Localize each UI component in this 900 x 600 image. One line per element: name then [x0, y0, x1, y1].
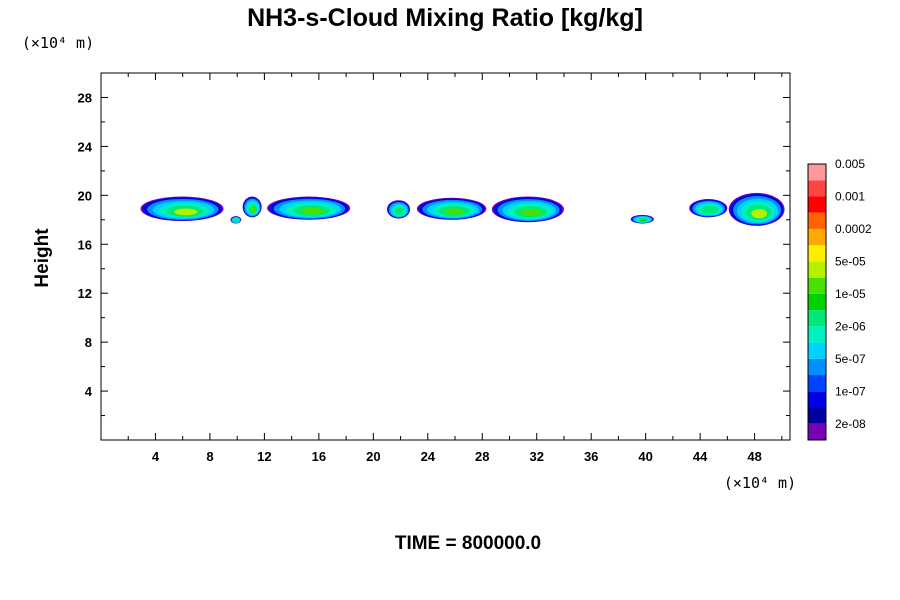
cloud-contour: [174, 208, 198, 216]
y-unit-label: (×10⁴ m): [22, 34, 94, 52]
y-tick-label: 4: [85, 384, 93, 399]
cloud-contour: [300, 207, 325, 215]
cloud-patch: [728, 192, 785, 226]
colorbar-label: 2e-08: [835, 417, 866, 431]
x-tick-label: 48: [747, 449, 761, 464]
colorbar-frame: [807, 163, 827, 441]
x-tick-label: 40: [638, 449, 652, 464]
cloud-patch: [689, 199, 728, 218]
plot-frame: [100, 72, 791, 441]
colorbar-swatch: [808, 180, 826, 197]
colorbar-label: 5e-07: [835, 352, 866, 366]
cloud-patch: [267, 196, 351, 220]
y-tick-label: 16: [78, 237, 92, 252]
x-unit-label: (×10⁴ m): [724, 474, 796, 492]
cloud-contour: [396, 209, 403, 215]
cloud-patch: [230, 216, 242, 224]
colorbar-label: 1e-05: [835, 287, 866, 301]
colorbar-swatch: [808, 277, 826, 294]
time-label: TIME = 800000.0: [395, 533, 541, 554]
x-axis: 4 8 12 16 20 24 28 32 36 40 44 48: [127, 73, 783, 464]
plot-area: [101, 73, 790, 440]
cloud-contour: [234, 219, 238, 222]
y-tick-label: 8: [85, 335, 92, 350]
x-tick-label: 12: [257, 449, 271, 464]
colorbar-swatch: [808, 407, 826, 424]
colorbar-label: 0.0002: [835, 222, 872, 236]
colorbar: 2e-08 1e-07 5e-07 2e-06 1e-05 5e-05 0.0002 0.00…: [807, 157, 872, 441]
y-tick-label: 24: [78, 139, 93, 154]
colorbar-swatch: [808, 261, 826, 278]
colorbar-label: 0.001: [835, 189, 865, 203]
x-tick-label: 32: [529, 449, 543, 464]
cloud-patch: [630, 214, 654, 224]
colorbar-swatch: [808, 391, 826, 408]
cloud-patch: [416, 197, 487, 220]
colorbar-label: 5e-05: [835, 254, 866, 268]
y-tick-label: 12: [78, 286, 92, 301]
colorbar-swatch: [808, 310, 826, 327]
colorbar-label: 2e-06: [835, 319, 866, 333]
cloud-patch: [140, 196, 224, 222]
x-tick-label: 4: [152, 449, 160, 464]
colorbar-swatch: [808, 196, 826, 213]
x-tick-label: 24: [421, 449, 436, 464]
cloud-field: [140, 192, 785, 226]
x-tick-label: 36: [584, 449, 598, 464]
colorbar-swatch: [808, 326, 826, 343]
colorbar-swatch: [808, 164, 826, 181]
x-tick-label: 16: [312, 449, 326, 464]
chart-title: NH3-s-Cloud Mixing Ratio [kg/kg]: [247, 4, 643, 32]
cloud-contour: [751, 208, 767, 219]
colorbar-swatch: [808, 228, 826, 246]
cloud-contour: [445, 208, 465, 215]
colorbar-swatch: [808, 245, 826, 262]
x-tick-label: 44: [693, 449, 708, 464]
x-tick-label: 8: [206, 449, 213, 464]
colorbar-swatch: [808, 342, 826, 359]
colorbar-swatch: [808, 358, 826, 376]
cloud-patch: [242, 196, 262, 218]
y-tick-label: 28: [78, 90, 92, 105]
cloud-contour: [704, 207, 716, 214]
colorbar-label: 0.005: [835, 157, 865, 171]
y-tick-label: 20: [78, 188, 92, 203]
cloud-contour: [250, 206, 256, 213]
y-axis: 4 8 12 16 20 24 28: [78, 72, 790, 417]
x-tick-label: 28: [475, 449, 489, 464]
plot-background: [101, 73, 790, 440]
colorbar-swatch: [808, 423, 826, 440]
cloud-patch: [491, 196, 564, 223]
colorbar-swatch: [808, 212, 826, 229]
colorbar-label: 1e-07: [835, 384, 866, 398]
cloud-contour: [521, 209, 542, 217]
colorbar-swatch: [808, 375, 826, 392]
cloud-patch: [386, 200, 411, 219]
colorbar-swatch: [808, 293, 826, 311]
cloud-contour: [640, 219, 647, 222]
x-tick-label: 20: [366, 449, 380, 464]
y-axis-label: Height: [32, 228, 53, 288]
